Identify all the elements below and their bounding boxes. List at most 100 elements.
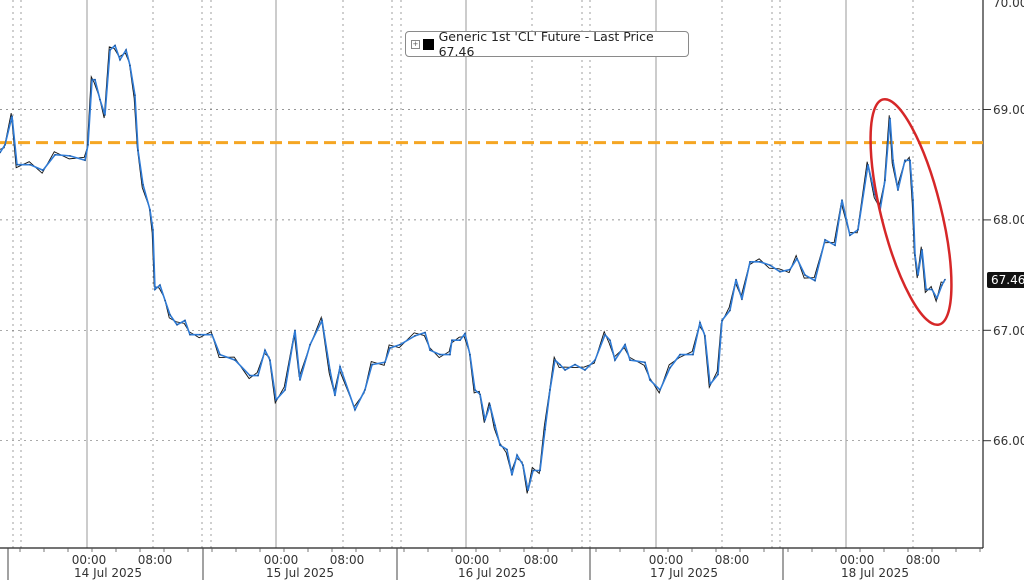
data-point [669,367,671,369]
data-point [119,59,121,61]
data-point [912,199,914,201]
data-point [125,49,127,51]
data-point [464,332,466,335]
data-point [29,163,31,166]
data-point [544,428,546,431]
data-point [499,444,501,446]
data-point [614,359,616,361]
data-point [857,229,859,231]
data-point [849,234,851,237]
data-point [729,309,731,312]
data-point [329,369,331,371]
data-point [264,349,266,351]
data-point [389,347,391,349]
data-point [679,353,681,356]
data-point [549,389,551,391]
data-point [834,244,836,247]
data-point [659,389,661,391]
data-point [931,288,933,291]
data-point [804,274,806,276]
data-point [925,288,927,291]
data-point [424,331,426,334]
axes [0,0,991,580]
data-point [129,64,131,67]
data-point [54,153,56,156]
data-point [275,399,277,401]
data-point [717,373,719,376]
data-point [574,363,576,366]
x-time-label: 08:00 [905,553,941,567]
data-point [914,254,916,257]
data-point [469,353,471,356]
expand-icon[interactable]: + [411,39,420,49]
data-point [269,359,271,361]
data-point [414,335,416,337]
data-point [219,353,221,356]
x-time-label: 00:00 [839,553,875,567]
data-point [559,363,561,366]
data-point [294,329,296,332]
data-point [814,279,816,282]
data-point [936,297,938,300]
data-point [16,163,18,166]
data-point [142,183,144,186]
data-point [109,49,111,51]
data-point [299,379,301,381]
data-point [184,319,186,322]
data-point [527,489,529,492]
x-time-label: 00:00 [648,553,684,567]
data-point [284,389,286,391]
data-point [779,270,781,273]
data-point [604,333,606,336]
data-point [629,359,631,361]
data-point [704,335,706,337]
data-point [439,353,441,356]
annotation-ellipse [869,97,953,327]
data-point [554,359,556,361]
data-point [164,299,166,302]
data-point [334,394,336,397]
data-point [489,404,491,407]
data-point [609,339,611,342]
data-point [451,339,453,342]
data-point [91,78,93,81]
data-point [176,323,178,326]
data-point [709,383,711,386]
data-point [889,117,891,120]
data-point [134,94,136,96]
x-date-label: 17 Jul 2025 [650,566,718,580]
data-point [257,374,259,377]
data-point [84,159,86,162]
data-point [459,339,461,342]
data-point [624,343,626,346]
data-point [354,408,356,411]
data-point [941,284,943,286]
x-time-label: 08:00 [714,553,750,567]
data-point [584,369,586,371]
data-point [87,144,89,146]
data-point [944,278,946,281]
data-point [11,115,13,117]
data-point [909,159,911,162]
data-point [189,333,191,336]
data-point [867,163,869,166]
data-point [364,389,366,391]
data-point [384,361,386,364]
data-point [769,264,771,266]
x-time-label: 08:00 [137,553,173,567]
data-point [4,144,6,146]
data-point [371,363,373,366]
legend: + Generic 1st 'CL' Future - Last Price 6… [405,29,689,59]
data-point [0,151,1,154]
data-point [479,393,481,396]
y-tick-label: 70.00 [993,0,1024,10]
data-point [649,379,651,381]
price-series-line [0,44,946,491]
y-tick-label: 68.00 [993,213,1024,227]
data-points [0,44,946,492]
data-point [234,359,236,361]
data-point [511,474,513,476]
data-point [339,365,341,368]
data-point [494,424,496,427]
data-point [99,98,101,101]
